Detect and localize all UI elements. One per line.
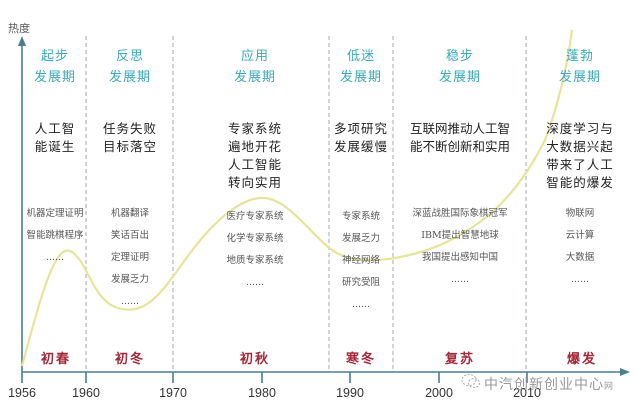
x-tick-1960: 1960 [72, 386, 100, 400]
desc-line: 人工智能 [227, 157, 282, 172]
wechat-icon [461, 374, 480, 388]
event-item: 神经网络 [341, 255, 380, 266]
event-item: ...... [45, 252, 65, 263]
x-tick-1970: 1970 [159, 386, 187, 400]
phase-title-line1: 蓬勃 [565, 49, 594, 64]
watermark-suffix: 网 [604, 382, 615, 392]
event-item: 智能跳棋程序 [26, 230, 84, 241]
watermark: 中汽创新创业中心网 [484, 374, 614, 394]
phase-title-line2: 发展期 [558, 70, 601, 85]
x-tick-2000: 2000 [425, 386, 453, 400]
phase-title-downturn: 低迷 发展期 [329, 46, 393, 88]
phase-dividers [85, 36, 527, 372]
phase-title-reflection: 反思 发展期 [90, 46, 170, 88]
desc-line: 多项研究 [333, 121, 388, 136]
x-tick-2010: 2010 [513, 386, 541, 400]
event-item: 笑话百出 [110, 230, 149, 241]
desc-line: 发展缓慢 [333, 139, 388, 154]
x-axis-arrow-icon [620, 368, 630, 376]
event-item: ...... [570, 274, 590, 285]
season-label-boom: 爆发 [566, 352, 597, 367]
phase-events-application: 医疗专家系统 化学专家系统 地质专家系统 ...... [200, 206, 310, 294]
y-axis-label: 热度 [8, 22, 30, 35]
season-label-steady: 复苏 [444, 352, 475, 367]
season-label-application: 初秋 [239, 352, 270, 367]
phase-title-line2: 发展期 [339, 70, 382, 85]
phase-title-line1: 低迷 [346, 49, 375, 64]
event-item: 大数据 [565, 252, 595, 263]
event-item: 我国提出感知中国 [421, 252, 498, 263]
season-label-downturn: 寒冬 [345, 352, 376, 367]
watermark-text: 中汽创新创业中心 [484, 377, 604, 393]
desc-line: 大数据兴起 [546, 139, 614, 154]
desc-line: 能不断创新和实用 [409, 139, 510, 154]
desc-line: 带来了人工 [546, 157, 614, 172]
phase-desc-start: 人工智 能诞生 [24, 120, 86, 156]
event-item: 定理证明 [110, 252, 149, 263]
phase-title-line2: 发展期 [438, 70, 481, 85]
phase-title-line2: 发展期 [33, 70, 76, 85]
phase-desc-downturn: 多项研究 发展缓慢 [329, 120, 393, 156]
desc-line: 转向实用 [227, 175, 282, 190]
phase-title-boom: 蓬勃 发展期 [530, 46, 630, 88]
event-item: 研究受阻 [341, 277, 380, 288]
event-item: 机器翻译 [110, 208, 149, 219]
phase-title-line1: 稳步 [445, 49, 474, 64]
phase-title-line2: 发展期 [233, 70, 276, 85]
event-item: ...... [450, 274, 470, 285]
phase-events-downturn: 专家系统 发展乏力 神经网络 研究受阻 ...... [329, 206, 393, 316]
event-item: 医疗专家系统 [226, 211, 284, 222]
event-item: 专家系统 [341, 211, 380, 222]
y-axis-arrow-icon [18, 36, 26, 46]
event-item: 发展乏力 [341, 233, 380, 244]
phase-title-application: 应用 发展期 [200, 46, 310, 88]
phase-title-start: 起步 发展期 [24, 46, 86, 88]
event-item: ...... [245, 277, 265, 288]
desc-line: 互联网推动人工智 [409, 121, 510, 136]
desc-line: 目标落空 [102, 139, 157, 154]
event-item: 深蓝战胜国际象棋冠军 [412, 208, 508, 219]
phase-title-line1: 应用 [240, 49, 269, 64]
season-label-start: 初春 [40, 352, 71, 367]
heat-curve [20, 29, 574, 367]
event-item: 云计算 [565, 230, 595, 241]
desc-line: 能诞生 [34, 139, 76, 154]
phase-title-line1: 反思 [115, 49, 144, 64]
phase-desc-reflection: 任务失败 目标落空 [90, 120, 170, 156]
season-label-reflection: 初冬 [114, 352, 145, 367]
phase-desc-steady: 互联网推动人工智 能不断创新和实用 [396, 120, 524, 156]
x-tick-1980: 1980 [248, 386, 276, 400]
x-tick-1956: 1956 [8, 386, 36, 400]
phase-events-steady: 深蓝战胜国际象棋冠军 IBM提出智慧地球 我国提出感知中国 ...... [396, 203, 524, 291]
event-item: 物联网 [565, 208, 595, 219]
event-item: 机器定理证明 [26, 208, 84, 219]
event-item: ...... [351, 299, 371, 310]
phase-events-boom: 物联网 云计算 大数据 ...... [540, 203, 620, 291]
desc-line: 智能的爆发 [546, 175, 614, 190]
phase-title-line1: 起步 [40, 49, 69, 64]
phase-desc-application: 专家系统 遍地开花 人工智能 转向实用 [200, 120, 310, 192]
event-item: 发展乏力 [110, 274, 149, 285]
desc-line: 专家系统 [227, 121, 282, 136]
event-item: IBM提出智慧地球 [421, 230, 499, 241]
desc-line: 遍地开花 [227, 139, 282, 154]
phase-title-line2: 发展期 [108, 70, 151, 85]
y-axis [18, 36, 26, 372]
desc-line: 深度学习与 [546, 121, 614, 136]
x-tick-1990: 1990 [336, 386, 364, 400]
event-item: 地质专家系统 [226, 255, 284, 266]
phase-events-reflection: 机器翻译 笑话百出 定理证明 发展乏力 ...... [90, 203, 170, 313]
phase-desc-boom: 深度学习与 大数据兴起 带来了人工 智能的爆发 [530, 120, 630, 192]
event-item: ...... [120, 296, 140, 307]
x-axis [21, 368, 630, 383]
phase-events-start: 机器定理证明 智能跳棋程序 ...... [20, 203, 90, 269]
phase-title-steady: 稳步 发展期 [400, 46, 520, 88]
desc-line: 任务失败 [102, 121, 157, 136]
event-item: 化学专家系统 [226, 233, 284, 244]
desc-line: 人工智 [34, 121, 76, 136]
